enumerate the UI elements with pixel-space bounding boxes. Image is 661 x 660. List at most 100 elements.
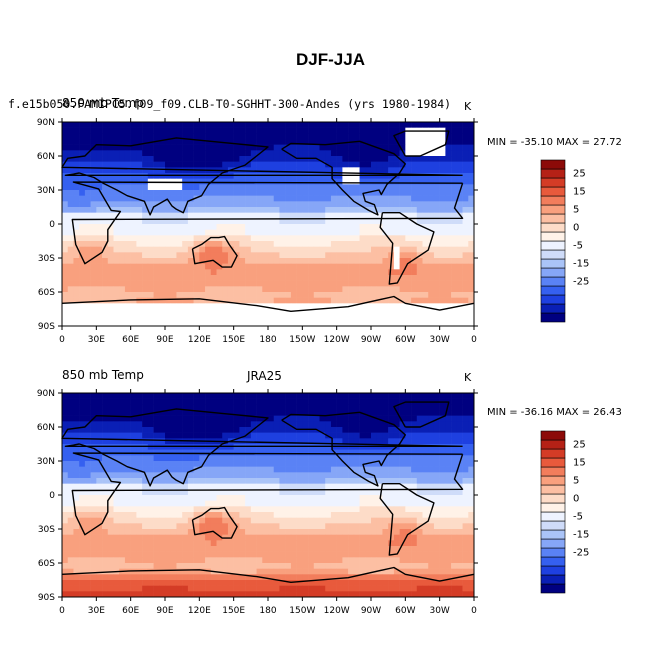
heatmap-cell: [256, 139, 263, 145]
heatmap-cell: [416, 495, 423, 501]
heatmap-cell: [342, 280, 349, 287]
heatmap-cell: [416, 432, 423, 439]
heatmap-cell: [250, 517, 257, 524]
heatmap-cell: [359, 523, 366, 530]
heatmap-cell: [313, 241, 320, 247]
heatmap-cell: [388, 195, 395, 202]
heatmap-cell: [124, 280, 131, 287]
heatmap-cell: [445, 246, 452, 253]
heatmap-cell: [147, 297, 154, 304]
heatmap-cell: [382, 178, 389, 185]
heatmap-cell: [382, 241, 389, 247]
heatmap-cell: [451, 258, 458, 264]
heatmap-cell: [393, 150, 400, 157]
heatmap-cell: [416, 500, 423, 507]
heatmap-cell: [290, 258, 297, 264]
heatmap-cell: [433, 546, 440, 552]
heatmap-cell: [239, 398, 246, 405]
heatmap-cell: [84, 207, 91, 213]
heatmap-cell: [439, 139, 446, 145]
heatmap-cell: [96, 517, 103, 524]
heatmap-cell: [67, 483, 74, 490]
heatmap-cell: [382, 393, 389, 399]
heatmap-cell: [96, 478, 103, 484]
heatmap-cell: [353, 207, 360, 213]
heatmap-cell: [273, 427, 280, 433]
heatmap-cell: [393, 512, 400, 518]
heatmap-cell: [199, 127, 206, 134]
heatmap-cell: [250, 212, 257, 219]
heatmap-cell: [428, 455, 435, 462]
heatmap-cell: [468, 455, 475, 462]
heatmap-cell: [113, 421, 120, 428]
heatmap-cell: [451, 438, 458, 445]
heatmap-cell: [393, 224, 400, 230]
heatmap-cell: [468, 241, 475, 247]
heatmap-cell: [433, 472, 440, 479]
heatmap-cell: [365, 320, 372, 327]
heatmap-cell: [79, 190, 86, 196]
heatmap-cell: [376, 167, 383, 174]
heatmap-cell: [290, 546, 297, 552]
heatmap-cell: [399, 449, 406, 456]
heatmap-cell: [433, 404, 440, 411]
heatmap-cell: [176, 478, 183, 484]
heatmap-cell: [182, 190, 189, 196]
heatmap-cell: [411, 421, 418, 428]
heatmap-cell: [428, 201, 435, 208]
heatmap-cell: [165, 320, 172, 327]
heatmap-cell: [142, 212, 149, 219]
heatmap-cell: [405, 557, 412, 564]
heatmap-cell: [90, 127, 97, 134]
heatmap-cell: [388, 398, 395, 405]
heatmap-cell: [371, 133, 378, 140]
heatmap-cell: [222, 212, 229, 219]
heatmap-cell: [268, 404, 275, 411]
heatmap-cell: [165, 195, 172, 202]
heatmap-cell: [428, 546, 435, 552]
heatmap-cell: [456, 235, 463, 242]
heatmap-cell: [308, 455, 315, 462]
heatmap-cell: [136, 229, 143, 236]
heatmap-cell: [136, 133, 143, 140]
heatmap-cell: [342, 529, 349, 535]
heatmap-cell: [382, 427, 389, 433]
heatmap-cell: [176, 195, 183, 202]
heatmap-cell: [67, 404, 74, 411]
heatmap-cell: [62, 263, 69, 270]
heatmap-cell: [296, 506, 303, 513]
heatmap-cell: [376, 218, 383, 225]
heatmap-cell: [227, 393, 234, 399]
heatmap-cell: [285, 269, 292, 276]
heatmap-cell: [393, 252, 400, 259]
heatmap-cell: [416, 150, 423, 157]
heatmap-cell: [187, 404, 194, 411]
heatmap-cell: [359, 449, 366, 456]
heatmap-cell: [279, 466, 286, 473]
heatmap-cell: [393, 190, 400, 196]
heatmap-cell: [136, 551, 143, 558]
heatmap-cell: [245, 127, 252, 134]
heatmap-cell: [428, 495, 435, 501]
heatmap-cell: [302, 167, 309, 174]
heatmap-cell: [353, 506, 360, 513]
heatmap-cell: [176, 427, 183, 433]
heatmap-cell: [216, 190, 223, 196]
heatmap-cell: [153, 551, 160, 558]
heatmap-cell: [170, 427, 177, 433]
heatmap-cell: [371, 229, 378, 236]
heatmap-cell: [399, 263, 406, 270]
heatmap-cell: [245, 438, 252, 445]
heatmap-cell: [250, 461, 257, 467]
heatmap-cell: [353, 546, 360, 552]
heatmap-cell: [176, 297, 183, 304]
heatmap-cell: [411, 500, 418, 507]
heatmap-cell: [382, 478, 389, 484]
heatmap-cell: [159, 506, 166, 513]
heatmap-cell: [325, 523, 332, 530]
heatmap-cell: [422, 495, 429, 501]
heatmap-cell: [216, 517, 223, 524]
heatmap-cell: [130, 144, 137, 151]
heatmap-cell: [439, 512, 446, 518]
heatmap-cell: [90, 139, 97, 145]
